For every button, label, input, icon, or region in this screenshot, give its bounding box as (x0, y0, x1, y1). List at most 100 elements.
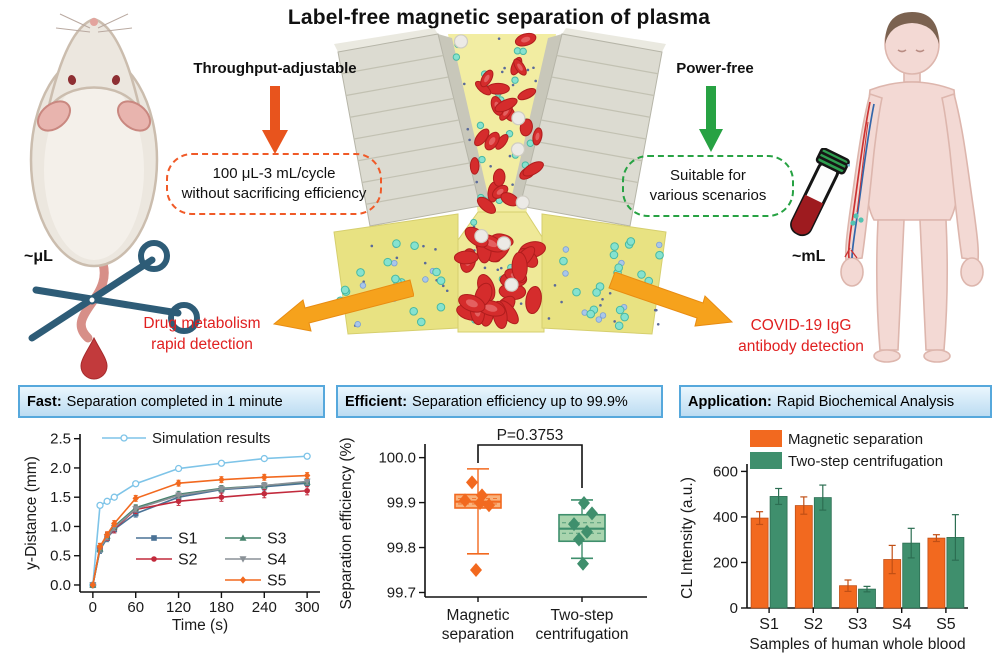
svg-text:Simulation results: Simulation results (152, 430, 270, 447)
svg-text:1.5: 1.5 (50, 489, 71, 506)
mouse-whiskers (55, 13, 133, 33)
scissors-icon (28, 240, 200, 342)
human-hair (885, 12, 939, 44)
panel-header-fast: Fast: Separation completed in 1 minute (18, 385, 325, 418)
needle-site (850, 213, 864, 226)
line-chart-separation-time: 0.0 0.5 1.0 1.5 2.0 2.5 0 60 120 180 240 300 Time (s… (23, 430, 320, 634)
application-left-line1: Drug metabolism (143, 315, 261, 332)
human-hand-right (960, 257, 984, 287)
svg-text:Magnetic separation: Magnetic separation (788, 431, 923, 448)
svg-text:Magnetic: Magnetic (447, 607, 510, 624)
svg-text:S1: S1 (178, 531, 198, 548)
svg-text:S3: S3 (267, 531, 287, 548)
svg-text:Separation efficiency (%): Separation efficiency (%) (338, 437, 355, 609)
panel-header-fast-text: Separation completed in 1 minute (66, 393, 283, 410)
throughput-callout-box: 100 μL-3 mL/cycle without sacrificing ef… (166, 153, 382, 215)
panel-header-application-keyword: Application: (688, 393, 772, 410)
human-illustration (840, 12, 984, 363)
svg-text:CL Intensity (a.u.): CL Intensity (a.u.) (679, 477, 696, 599)
human-hand-left (840, 257, 864, 287)
svg-text:99.8: 99.8 (387, 540, 416, 557)
human-scale-label: ~mL (792, 248, 826, 265)
mouse-ear-left (37, 100, 71, 132)
svg-text:0.5: 0.5 (50, 548, 71, 565)
down-arrow-orange-icon (262, 86, 288, 154)
mouse-ear-right (117, 100, 151, 132)
separation-device-illustration (333, 28, 667, 335)
throughput-box-line2: without sacrificing efficiency (181, 185, 367, 202)
human-leg-right (919, 219, 949, 351)
svg-text:S3: S3 (848, 616, 868, 633)
panel-header-application: Application: Rapid Biochemical Analysis (679, 385, 992, 418)
right-application-arrow-icon (608, 272, 734, 327)
power-box-line2: various scenarios (649, 187, 767, 204)
blood-drop-icon (80, 336, 108, 380)
application-right-line2: antibody detection (738, 337, 864, 355)
mouse-scale-label: ~μL (24, 248, 53, 265)
throughput-label: Throughput-adjustable (193, 60, 357, 77)
mouse-nose (90, 18, 98, 26)
human-foot-right (923, 349, 951, 363)
mouse-illustration (28, 13, 200, 380)
svg-text:200: 200 (713, 554, 738, 571)
svg-text:600: 600 (713, 463, 738, 480)
svg-text:separation: separation (442, 626, 514, 643)
page-title: Label-free magnetic separation of plasma (287, 6, 711, 29)
svg-text:2.0: 2.0 (50, 460, 71, 477)
svg-text:Two-step: Two-step (551, 607, 614, 624)
svg-text:60: 60 (127, 599, 144, 616)
svg-text:2.5: 2.5 (50, 431, 71, 448)
svg-text:1.0: 1.0 (50, 518, 71, 535)
human-eyes-closed (897, 49, 925, 53)
human-arm-left (844, 92, 883, 261)
svg-text:100.0: 100.0 (378, 450, 416, 467)
down-arrow-green-icon (699, 86, 723, 152)
human-foot-left (873, 349, 901, 363)
box-plot-separation-efficiency: 99.7 99.8 99.9 100.0 Separation efficiency (… (338, 427, 647, 643)
panel-header-application-text: Rapid Biochemical Analysis (776, 393, 955, 410)
panel-header-efficient-text: Separation efficiency up to 99.9% (412, 393, 628, 410)
power-box-line1: Suitable for (670, 167, 746, 185)
svg-text:S1: S1 (759, 616, 779, 633)
panel-header-efficient: Efficient: Separation efficiency up to 9… (336, 385, 663, 418)
panel-header-fast-keyword: Fast: (27, 393, 62, 410)
svg-text:99.7: 99.7 (387, 585, 416, 602)
svg-text:Two-step centrifugation: Two-step centrifugation (788, 453, 943, 470)
svg-text:Samples of human whole blood: Samples of human whole blood (749, 636, 965, 653)
svg-text:centrifugation: centrifugation (535, 626, 628, 643)
svg-text:S2: S2 (178, 552, 198, 569)
svg-text:99.9: 99.9 (387, 495, 416, 512)
svg-text:0: 0 (89, 599, 97, 616)
svg-text:S5: S5 (936, 616, 956, 633)
svg-text:P=0.3753: P=0.3753 (497, 427, 564, 444)
application-left-line2: rapid detection (151, 335, 253, 353)
power-free-label: Power-free (676, 60, 754, 77)
svg-text:240: 240 (252, 599, 277, 616)
svg-text:S4: S4 (267, 552, 287, 569)
application-left-text: Drug metabolism rapid detection (112, 314, 292, 356)
bar-chart-cl-intensity: 0 200 400 600 CL Intensity (a.u.) S1 S2 S3 S4 S5 S… (679, 430, 968, 653)
svg-text:0.0: 0.0 (50, 577, 71, 594)
mouse-eye-right (111, 75, 121, 85)
blood-tube-icon (790, 148, 850, 237)
human-leg-left (875, 219, 905, 351)
svg-text:300: 300 (295, 599, 320, 616)
svg-text:180: 180 (209, 599, 234, 616)
human-arm-right (941, 92, 980, 261)
application-right-line1: COVID-19 IgG (750, 317, 852, 334)
mouse-body-inner (44, 80, 144, 260)
svg-text:120: 120 (166, 599, 191, 616)
svg-text:0: 0 (730, 600, 738, 617)
application-right-text: COVID-19 IgG antibody detection (726, 316, 876, 358)
throughput-box-line1: 100 μL-3 mL/cycle (212, 165, 336, 183)
svg-text:S4: S4 (892, 616, 912, 633)
svg-text:y-Distance (mm): y-Distance (mm) (23, 456, 40, 570)
panel-header-efficient-keyword: Efficient: (345, 393, 408, 410)
mouse-head (46, 17, 142, 111)
left-application-arrow-icon (272, 279, 414, 332)
power-free-callout-box: Suitable for various scenarios (622, 155, 794, 217)
svg-text:400: 400 (713, 509, 738, 526)
svg-text:Time (s): Time (s) (172, 617, 228, 634)
mouse-eye-left (67, 75, 77, 85)
